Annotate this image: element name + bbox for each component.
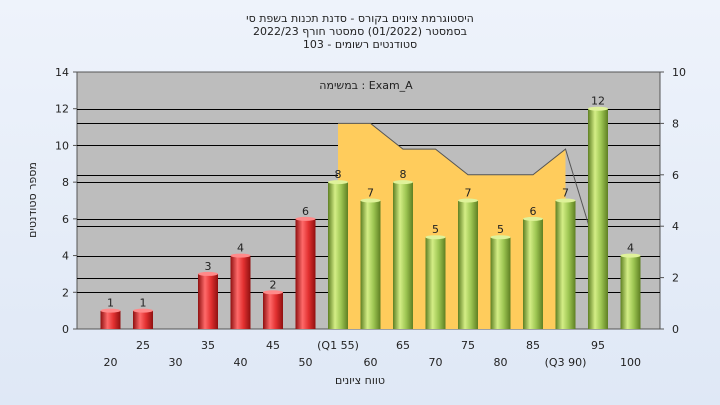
bar-label-40: 4: [237, 242, 244, 255]
bar-label-75: 7: [465, 187, 472, 200]
bar-40: [230, 255, 251, 329]
bar-55: [328, 182, 348, 329]
chart-title-line-2: בסמסטר (01/2022) סמסטר חורף 2022/23: [253, 25, 467, 38]
area-series-line: [338, 122, 599, 256]
bar-layer: [100, 106, 641, 329]
bar-top-100: [620, 253, 641, 258]
y-tick-label-10: 10: [55, 139, 69, 152]
x-tick-label-row2-2: 40: [234, 356, 248, 369]
y2-tick-label-8: 8: [672, 117, 679, 130]
x-tick-label-row2-6: 80: [494, 356, 508, 369]
bar-top-65: [393, 180, 413, 185]
bar-25: [133, 310, 153, 329]
chart-title-line-3: סטודנטים רשומים - 103: [303, 38, 417, 51]
x-tick-label-row1-6: 85: [526, 339, 540, 352]
x-tick-label-row1-7: 95: [591, 339, 605, 352]
bar-top-60: [360, 198, 381, 203]
bar-top-80: [490, 235, 511, 240]
bar-top-95: [588, 106, 608, 111]
bar-80: [490, 237, 511, 329]
y2-tick-label-0: 0: [672, 323, 679, 336]
bar-top-75: [458, 198, 478, 203]
x-tick-label-row2-4: 60: [364, 356, 378, 369]
y-tick-label-2: 2: [62, 286, 69, 299]
y-tick-label-14: 14: [55, 66, 69, 79]
y-tick-label-0: 0: [62, 323, 69, 336]
bar-top-25: [133, 308, 153, 313]
chart-annotation: במשימה : Exam_A: [319, 79, 413, 92]
y2-tick-label-4: 4: [672, 220, 679, 233]
bar-label-55: 8: [335, 168, 342, 181]
bar-90: [555, 200, 576, 329]
x-tick-label-row2-8: 100: [620, 356, 641, 369]
x-tick-label-row1-0: 25: [136, 339, 150, 352]
bar-label-35: 3: [205, 260, 212, 273]
x-tick-label-row1-1: 35: [201, 339, 215, 352]
bar-85: [523, 218, 543, 329]
bar-label-90: 7: [562, 187, 569, 200]
bar-label-60: 7: [367, 187, 374, 200]
bar-label-layer: 1 1 3 4 2 6 8 7 8 5 7 5 6 7 12 4: [107, 95, 634, 310]
bar-100: [620, 255, 641, 329]
x-tick-label-row2-3: 50: [299, 356, 313, 369]
x-axis-title: טווח ציונים: [335, 374, 385, 387]
y-axis-title: מספר סטודנטים: [26, 162, 39, 238]
bar-top-90: [555, 198, 576, 203]
bar-70: [425, 237, 446, 329]
y-tick-label-12: 12: [55, 103, 69, 116]
bar-label-95: 12: [591, 95, 605, 108]
bar-top-50: [295, 216, 316, 221]
bar-label-85: 6: [530, 205, 537, 218]
bar-top-20: [100, 308, 121, 313]
bar-label-80: 5: [497, 223, 504, 236]
bar-top-35: [198, 271, 218, 276]
x-tick-label-row2-5: 70: [429, 356, 443, 369]
y-tick-label-8: 8: [62, 176, 69, 189]
bar-95: [588, 108, 608, 329]
y-tick-label-6: 6: [62, 213, 69, 226]
bar-50: [295, 218, 316, 329]
x-tick-label-row1-3: (Q1 55): [317, 339, 359, 352]
x-tick-label-row1-4: 65: [396, 339, 410, 352]
y-tick-label-4: 4: [62, 250, 69, 263]
y2-tick-label-10: 10: [672, 66, 686, 79]
y2-tick-label-6: 6: [672, 169, 679, 182]
bar-20: [100, 310, 121, 329]
bar-60: [360, 200, 381, 329]
bar-45: [263, 292, 283, 329]
bar-top-55: [328, 180, 348, 185]
bar-label-25: 1: [140, 297, 147, 310]
x-tick-label-row1-2: 45: [266, 339, 280, 352]
x-tick-label-row2-7: (Q3 90): [545, 356, 587, 369]
bar-35: [198, 273, 218, 329]
x-tick-label-row1-5: 75: [461, 339, 475, 352]
y2-tick-label-2: 2: [672, 272, 679, 285]
bar-label-100: 4: [627, 242, 634, 255]
bar-top-85: [523, 216, 543, 221]
x-tick-label-row2-1: 30: [169, 356, 183, 369]
bar-label-70: 5: [432, 223, 439, 236]
bar-label-50: 6: [302, 205, 309, 218]
bar-75: [458, 200, 478, 329]
chart-title-line-1: היסטוגרמת ציונים בקורס - סדנת תכנות בשפת…: [246, 12, 474, 25]
bar-top-70: [425, 235, 446, 240]
x-tick-label-row2-0: 20: [104, 356, 118, 369]
bar-top-45: [263, 290, 283, 295]
bar-label-20: 1: [107, 297, 114, 310]
bar-65: [393, 182, 413, 329]
bar-label-65: 8: [400, 168, 407, 181]
bar-label-45: 2: [270, 278, 277, 291]
bar-top-40: [230, 253, 251, 258]
